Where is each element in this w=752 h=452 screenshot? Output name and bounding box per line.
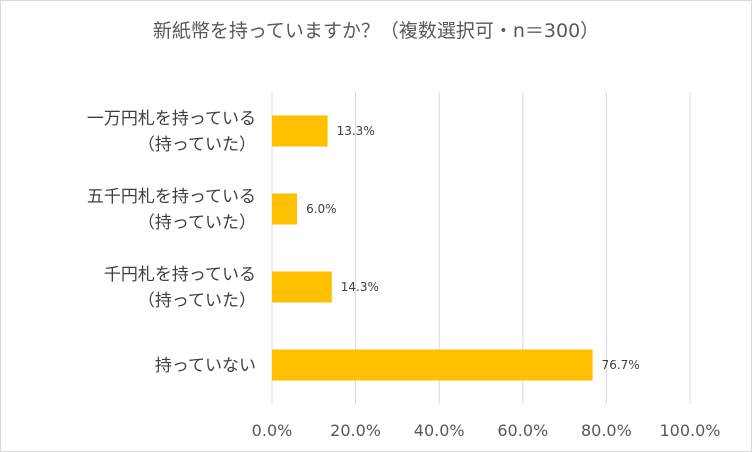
bar-3 <box>272 349 593 381</box>
category-label-0: 一万円札を持っている（持っていた） <box>87 109 256 155</box>
x-tick-label-1: 20.0% <box>330 421 381 440</box>
bar-2 <box>272 271 332 303</box>
data-label-2: 14.3% <box>341 280 379 294</box>
data-label-3: 76.7% <box>602 358 640 372</box>
category-label-3: 持っていない <box>155 356 256 376</box>
bars <box>272 115 593 381</box>
data-label-0: 13.3% <box>337 124 375 138</box>
chart-title: 新紙幣を持っていますか？（複数選択可・n＝300） <box>152 20 600 42</box>
category-label-2: 千円札を持っている（持っていた） <box>104 265 256 311</box>
x-tick-label-3: 60.0% <box>497 421 548 440</box>
x-tick-label-0: 0.0% <box>252 421 293 440</box>
category-labels: 一万円札を持っている（持っていた） 五千円札を持っている（持っていた） 千円札を持っ… <box>87 109 256 376</box>
x-tick-label-5: 100.0% <box>659 421 720 440</box>
data-label-1: 6.0% <box>306 202 337 216</box>
category-label-1: 五千円札を持っている（持っていた） <box>87 187 256 233</box>
bar-1 <box>272 193 298 225</box>
data-labels: 13.3% 6.0% 14.3% 76.7% <box>306 124 640 372</box>
x-tick-label-4: 80.0% <box>581 421 632 440</box>
x-tick-label-2: 40.0% <box>414 421 465 440</box>
bar-0 <box>272 115 328 147</box>
x-tick-labels: 0.0% 20.0% 40.0% 60.0% 80.0% 100.0% <box>252 421 721 440</box>
